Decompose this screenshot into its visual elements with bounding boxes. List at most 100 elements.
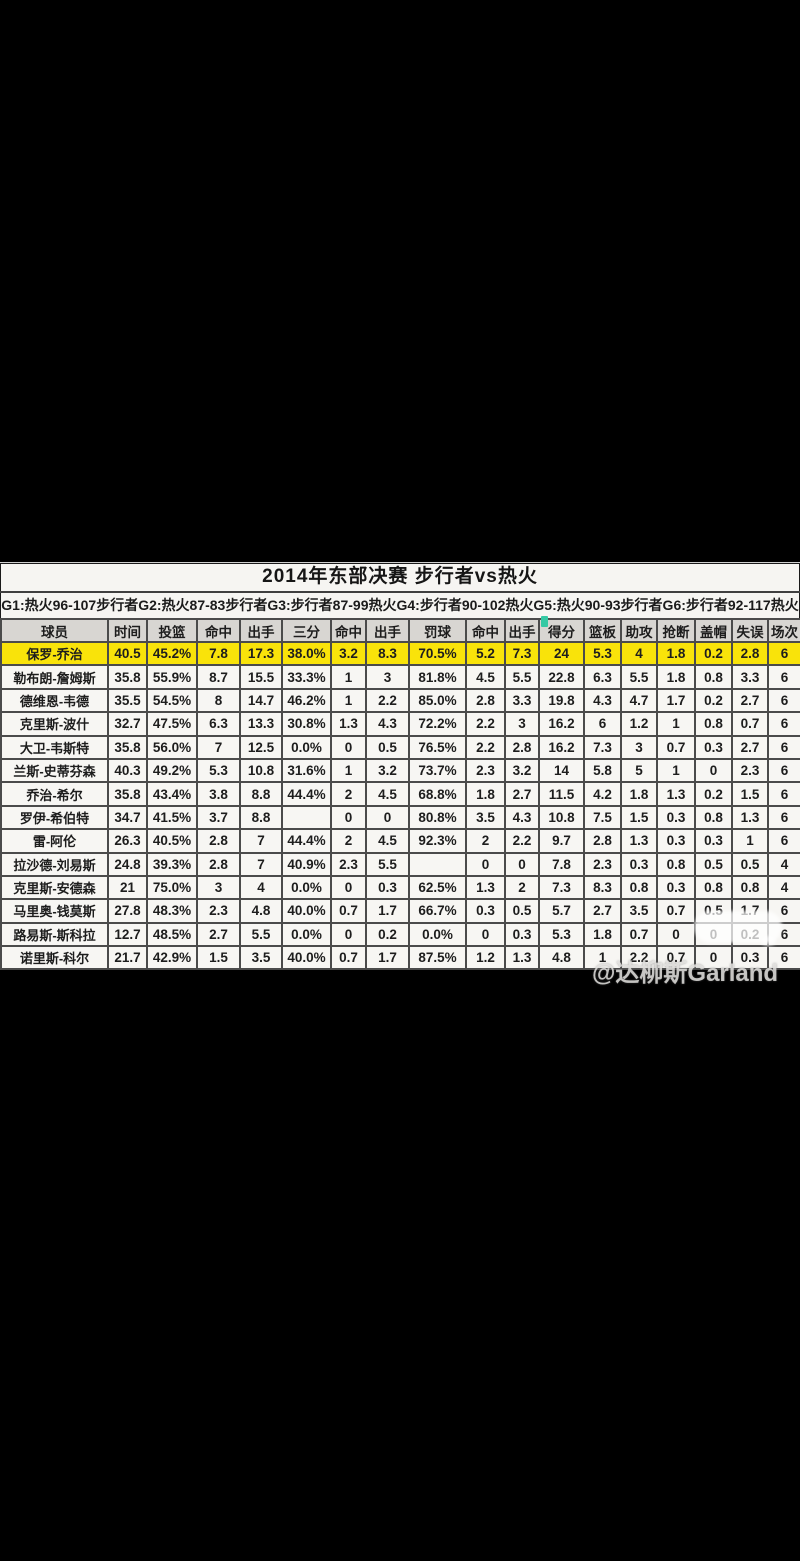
stat-cell: 1.3 bbox=[330, 711, 367, 737]
stat-cell: 0.8 bbox=[694, 711, 733, 737]
stat-cell: 19.8 bbox=[538, 687, 585, 714]
player-name-cell: 兰斯-史蒂芬森 bbox=[0, 757, 109, 784]
stat-cell: 1 bbox=[656, 711, 696, 737]
stat-cell: 5.5 bbox=[620, 664, 658, 690]
stat-cell: 6 bbox=[767, 898, 800, 924]
stat-cell: 7 bbox=[239, 828, 283, 854]
column-header-2: 投篮 bbox=[146, 618, 198, 643]
player-row: 罗伊-希伯特 34.7 41.5% 3.7 8.8 0 0 80.8% 3.5 4.3 10.8 7.… bbox=[0, 804, 800, 831]
stat-cell bbox=[281, 804, 332, 831]
stat-cell: 4.3 bbox=[504, 804, 540, 831]
stat-cell: 6.3 bbox=[196, 711, 241, 737]
stat-cell bbox=[408, 851, 467, 877]
stat-cell: 8.8 bbox=[239, 781, 283, 807]
stat-cell: 1.3 bbox=[465, 874, 506, 901]
stat-cell: 2.2 bbox=[465, 711, 506, 737]
stat-cell: 6 bbox=[767, 664, 800, 690]
stat-cell: 0 bbox=[330, 921, 367, 948]
stat-cell: 5.2 bbox=[465, 640, 506, 667]
stat-cell: 15.5 bbox=[239, 664, 283, 690]
stat-cell: 2.3 bbox=[465, 757, 506, 784]
stat-cell: 5.8 bbox=[583, 757, 622, 784]
stat-cell: 4 bbox=[767, 851, 800, 877]
stat-cell: 7 bbox=[196, 734, 241, 760]
player-row: 克里斯-安德森 21 75.0% 3 4 0.0% 0 0.3 62.5% 1.3 2 7.3 8.3 0… bbox=[0, 874, 800, 901]
player-row: 大卫-韦斯特 35.8 56.0% 7 12.5 0.0% 0 0.5 76.5% 2.2 2.8 1… bbox=[0, 734, 800, 760]
stat-cell: 2.3 bbox=[196, 898, 241, 924]
stat-cell: 1 bbox=[330, 687, 367, 714]
stat-cell: 1.5 bbox=[620, 804, 658, 831]
stat-cell: 7.8 bbox=[538, 851, 585, 877]
teal-corner-mark bbox=[541, 616, 548, 627]
stat-cell: 43.4% bbox=[146, 781, 198, 807]
stat-cell: 8 bbox=[196, 687, 241, 714]
stat-cell: 1.3 bbox=[504, 945, 540, 971]
stat-cell: 1.7 bbox=[656, 687, 696, 714]
stat-cell: 21 bbox=[107, 874, 148, 901]
stat-cell: 7.3 bbox=[504, 640, 540, 667]
stat-cell: 80.8% bbox=[408, 804, 467, 831]
stat-cell: 0.5 bbox=[694, 898, 733, 924]
stat-cell: 35.8 bbox=[107, 664, 148, 690]
stat-cell: 4.3 bbox=[583, 687, 622, 714]
stat-cell: 4.8 bbox=[239, 898, 283, 924]
stat-cell: 2.7 bbox=[731, 687, 769, 714]
stat-cell: 92.3% bbox=[408, 828, 467, 854]
stat-cell: 40.9% bbox=[281, 851, 332, 877]
stat-cell: 38.0% bbox=[281, 640, 332, 667]
stat-cell: 40.3 bbox=[107, 757, 148, 784]
stat-cell: 0 bbox=[365, 804, 410, 831]
stat-cell: 4 bbox=[767, 874, 800, 901]
player-name-cell: 马里奥-钱莫斯 bbox=[0, 898, 109, 924]
stat-cell: 3 bbox=[620, 734, 658, 760]
stat-cell: 5.5 bbox=[239, 921, 283, 948]
stat-cell: 33.3% bbox=[281, 664, 332, 690]
stat-cell: 2.8 bbox=[465, 687, 506, 714]
stat-cell: 1.2 bbox=[620, 711, 658, 737]
stat-cell: 1.8 bbox=[656, 640, 696, 667]
stat-cell: 1.5 bbox=[731, 781, 769, 807]
stat-cell: 34.7 bbox=[107, 804, 148, 831]
stat-cell: 48.5% bbox=[146, 921, 198, 948]
stat-cell: 0.3 bbox=[465, 898, 506, 924]
player-name-cell: 勒布朗-詹姆斯 bbox=[0, 664, 109, 690]
stat-cell: 40.5% bbox=[146, 828, 198, 854]
stat-cell: 0.5 bbox=[365, 734, 410, 760]
stat-cell: 0.3 bbox=[694, 734, 733, 760]
stat-cell: 0.2 bbox=[365, 921, 410, 948]
stat-cell: 0.8 bbox=[694, 664, 733, 690]
stat-cell: 8.3 bbox=[583, 874, 622, 901]
stat-cell: 1.8 bbox=[465, 781, 506, 807]
player-stats-table: 球员 时间 投篮 命中 出手 三分 命中 出手 罚球 命中 出手 得分 篮板 助攻 抢断 盖帽 失误 场次 保罗-… bbox=[0, 618, 800, 971]
stat-cell: 0.7 bbox=[620, 921, 658, 948]
stat-cell: 5 bbox=[620, 757, 658, 784]
stat-cell: 17.3 bbox=[239, 640, 283, 667]
column-header-17: 场次 bbox=[767, 618, 800, 643]
stat-cell: 9.7 bbox=[538, 828, 585, 854]
player-name-cell: 克里斯-波什 bbox=[0, 711, 109, 737]
stat-cell: 1.8 bbox=[620, 781, 658, 807]
stat-cell: 41.5% bbox=[146, 804, 198, 831]
stat-cell: 0 bbox=[656, 921, 696, 948]
stat-cell: 27.8 bbox=[107, 898, 148, 924]
stat-cell: 3.2 bbox=[504, 757, 540, 784]
stat-cell: 5.3 bbox=[583, 640, 622, 667]
stat-cell: 1.7 bbox=[731, 898, 769, 924]
stat-cell: 1.5 bbox=[196, 945, 241, 971]
stat-cell: 62.5% bbox=[408, 874, 467, 901]
stat-cell: 2 bbox=[504, 874, 540, 901]
stat-cell: 2.7 bbox=[196, 921, 241, 948]
player-row: 拉沙德-刘易斯 24.8 39.3% 2.8 7 40.9% 2.3 5.5 0 0 7.8 2.3 0… bbox=[0, 851, 800, 877]
stat-cell: 0.5 bbox=[694, 851, 733, 877]
stat-cell: 31.6% bbox=[281, 757, 332, 784]
stat-cell: 0.7 bbox=[656, 734, 696, 760]
stat-cell: 3.2 bbox=[330, 640, 367, 667]
stat-cell: 22.8 bbox=[538, 664, 585, 690]
stat-cell: 3 bbox=[196, 874, 241, 901]
stat-cell: 21.7 bbox=[107, 945, 148, 971]
stat-cell: 1.3 bbox=[731, 804, 769, 831]
stat-cell: 6 bbox=[767, 640, 800, 667]
stat-cell: 4 bbox=[239, 874, 283, 901]
player-name-cell: 拉沙德-刘易斯 bbox=[0, 851, 109, 877]
stat-cell: 0.3 bbox=[504, 921, 540, 948]
